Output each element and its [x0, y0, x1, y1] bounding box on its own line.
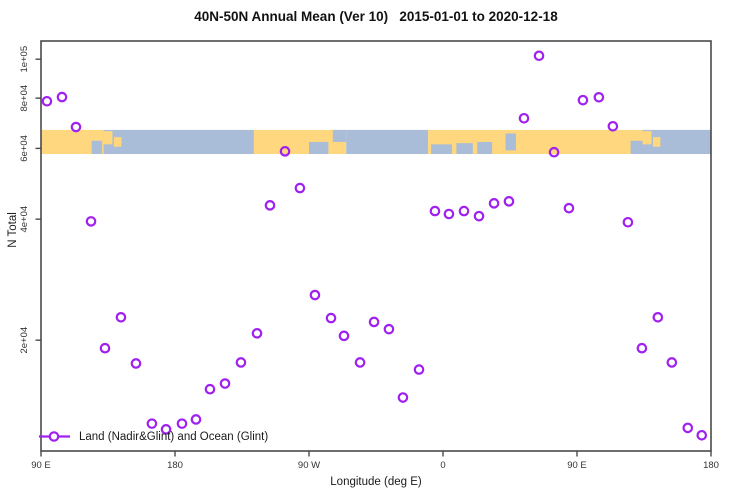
- data-point: [368, 316, 380, 328]
- map-patch-sea-of-japan-west-copy: [91, 140, 103, 155]
- data-point: [70, 121, 82, 133]
- map-patch-sakhalin-east-copy: [652, 137, 661, 147]
- chart-title: 40N-50N Annual Mean (Ver 10) 2015-01-01 …: [194, 9, 558, 24]
- data-point: [413, 364, 425, 375]
- y-tick-label: 6e+04: [19, 135, 30, 162]
- map-patch-sea-of-japan-east-copy: [630, 140, 643, 155]
- data-point: [577, 94, 589, 106]
- map-patch-adriatic-aegean: [456, 143, 473, 155]
- data-point: [204, 383, 216, 395]
- data-point: [652, 311, 664, 323]
- y-tick-label: 8e+04: [19, 85, 30, 112]
- map-band-segment-ocean: [103, 129, 254, 155]
- x-tick-label: 0: [440, 460, 445, 471]
- data-point: [593, 92, 605, 103]
- data-point: [41, 95, 53, 107]
- legend-label: Land (Nadir&Glint) and Ocean (Glint): [79, 430, 269, 443]
- data-point: [682, 422, 694, 434]
- x-tick-label: 180: [703, 460, 719, 471]
- data-point: [294, 182, 306, 194]
- x-tick-label: 90 W: [298, 460, 320, 471]
- data-point: [160, 424, 172, 435]
- map-patch-caspian-sea: [505, 133, 516, 151]
- data-point: [325, 312, 337, 324]
- map-band-segment-land: [253, 129, 347, 155]
- map-patch-hokkaido-east-copy: [642, 131, 652, 145]
- data-point: [488, 198, 500, 209]
- map-patch-black-sea: [477, 141, 493, 155]
- map-patch-sakhalin-west-copy: [113, 137, 122, 147]
- data-point: [251, 328, 263, 339]
- legend: Land (Nadir&Glint) and Ocean (Glint): [38, 429, 268, 444]
- data-point: [235, 357, 247, 368]
- data-point: [264, 200, 276, 211]
- map-patch-gulf-st-lawrence: [332, 129, 347, 142]
- data-point: [397, 392, 409, 403]
- data-point: [146, 418, 158, 429]
- data-point: [309, 289, 321, 301]
- data-point: [130, 358, 142, 369]
- data-point: [622, 216, 634, 228]
- data-point: [99, 342, 111, 354]
- data-point: [503, 196, 515, 207]
- data-point: [666, 357, 678, 368]
- map-patch-mediterranean: [431, 144, 452, 155]
- data-point: [279, 146, 291, 157]
- data-point: [607, 120, 619, 132]
- data-point: [518, 112, 530, 124]
- map-band-segment-ocean: [346, 129, 429, 155]
- data-point: [696, 429, 708, 441]
- map-patch-hokkaido-west-copy: [103, 131, 113, 145]
- data-point: [533, 50, 545, 62]
- data-point: [85, 216, 97, 227]
- data-point: [56, 91, 68, 103]
- data-point: [458, 205, 470, 217]
- map-band-segment-ocean: [642, 129, 711, 155]
- y-tick-label: 1e+05: [19, 46, 30, 73]
- y-tick-label: 2e+04: [19, 327, 30, 354]
- data-point: [338, 330, 350, 342]
- data-point: [443, 208, 455, 220]
- data-point: [473, 210, 485, 222]
- plot-border: [40, 40, 712, 452]
- data-point: [354, 357, 366, 368]
- data-point: [115, 311, 127, 323]
- x-tick-label: 90 E: [567, 460, 587, 471]
- x-axis-label: Longitude (deg E): [330, 476, 422, 488]
- data-point: [190, 414, 202, 425]
- data-point: [219, 378, 231, 389]
- data-point: [383, 323, 395, 335]
- map-patch-great-lakes: [309, 141, 329, 155]
- data-point: [636, 342, 648, 354]
- data-point: [548, 146, 560, 158]
- data-point: [563, 202, 575, 214]
- legend-circle: [48, 431, 60, 442]
- legend-marker-icon: [39, 431, 70, 442]
- data-point: [429, 205, 441, 217]
- x-tick-label: 180: [167, 460, 183, 471]
- y-tick-label: 4e+04: [19, 206, 30, 233]
- y-axis-label: N Total: [7, 212, 19, 248]
- x-tick-label: 90 E: [31, 460, 51, 471]
- data-point: [176, 418, 188, 429]
